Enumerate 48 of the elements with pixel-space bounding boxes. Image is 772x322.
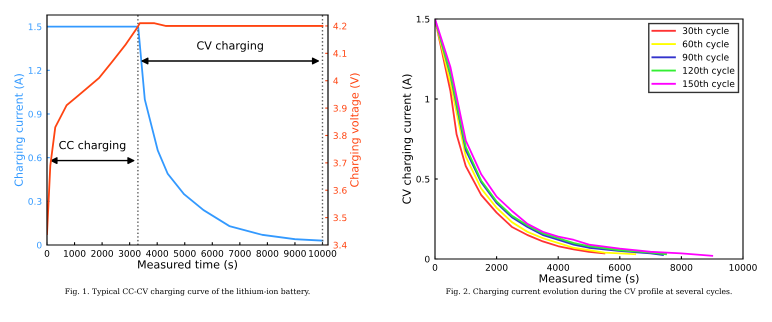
y2-axis-title: Charging voltage (V): [350, 73, 361, 187]
y-tick-label: 0.5: [416, 176, 430, 183]
y2-tick-label: 4: [333, 78, 338, 84]
y-tick-label: 0: [36, 242, 42, 249]
y2-tick-label: 3.7: [334, 160, 346, 166]
legend-label: 120th cycle: [683, 66, 734, 76]
y2-tick-label: 3.4: [334, 242, 347, 249]
x-tick-label: 10000: [309, 250, 336, 257]
x-tick-label: 10000: [730, 264, 757, 271]
legend-label: 90th cycle: [682, 54, 729, 62]
x-tick-label: 6000: [608, 264, 631, 271]
x-tick-label: 6000: [201, 250, 224, 257]
y2-tick-label: 3.5: [334, 214, 346, 222]
x-tick-label: 4000: [547, 264, 570, 271]
y-tick-label: 1: [425, 96, 430, 102]
y-tick-label: 0.9: [28, 110, 42, 118]
y2-tick-label: 3.9: [334, 104, 347, 112]
x-tick-label: 3000: [118, 250, 141, 257]
y-tick-label: 1.5: [28, 23, 42, 30]
y2-tick-label: 3.8: [334, 132, 347, 140]
x-tick-label: 9000: [284, 250, 306, 257]
x-axis-title: Measured time (s): [540, 274, 638, 284]
x-tick-label: 7000: [229, 250, 251, 257]
x-tick-label: 8000: [256, 250, 278, 257]
x-tick-label: 8000: [670, 264, 692, 271]
y2-tick-label: 3.6: [334, 186, 347, 194]
y2-tick-label: 4.2: [333, 22, 346, 30]
y-tick-label: 1.2: [28, 67, 42, 74]
x-tick-label: 2000: [486, 264, 508, 271]
legend-label: 30th cycle: [682, 27, 729, 36]
x-tick-label: 4000: [146, 250, 168, 257]
annotation: CV charging: [197, 41, 263, 52]
y-tick-label: 0.3: [28, 198, 42, 205]
y-axis-title: CV charging current (A): [402, 74, 414, 204]
legend-label: 150th cycle: [683, 80, 734, 89]
y-axis-title: Charging current (A): [14, 74, 26, 186]
legend-label: 60th cycle: [682, 40, 729, 50]
x-tick-label: 5000: [174, 250, 196, 257]
annotation: CC charging: [59, 140, 126, 152]
x-tick-label: 1000: [64, 250, 86, 257]
y-tick-label: 1.5: [416, 16, 430, 23]
x-axis-title: Measured time (s): [138, 260, 237, 270]
y-tick-label: 0: [424, 256, 430, 263]
x-tick-label: 0: [432, 264, 438, 271]
x-tick-label: 2000: [91, 250, 113, 257]
y2-tick-label: 4.1: [333, 50, 346, 57]
y-tick-label: 0.6: [28, 154, 42, 162]
x-tick-label: 0: [44, 250, 50, 257]
